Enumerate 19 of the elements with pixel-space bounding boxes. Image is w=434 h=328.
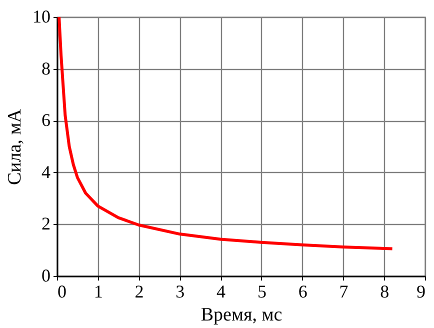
- line-series: [58, 16, 394, 250]
- y-tick-label: 4: [42, 162, 50, 182]
- x-tick-label: 6: [298, 282, 308, 302]
- x-tick-label: 8: [380, 282, 390, 302]
- x-tick-label: 3: [176, 282, 185, 302]
- x-tick-label: 1: [94, 282, 103, 302]
- x-tick-label: 5: [257, 282, 266, 302]
- x-tick-label: 0: [58, 282, 66, 302]
- x-tick-label: 2: [134, 282, 144, 302]
- x-tick-label: 9: [416, 282, 426, 302]
- x-tick-label: 7: [339, 282, 348, 302]
- y-tick-label: 2: [42, 214, 50, 234]
- y-tick-label: 6: [42, 110, 50, 130]
- y-tick-label: 8: [42, 58, 50, 78]
- x-axis-title: Время, мс: [200, 304, 282, 326]
- x-tick-label: 4: [216, 282, 226, 302]
- y-tick-label: 0: [42, 266, 50, 286]
- y-axis-title: Сила, мА: [4, 108, 26, 185]
- y-tick-label: 10: [32, 6, 50, 26]
